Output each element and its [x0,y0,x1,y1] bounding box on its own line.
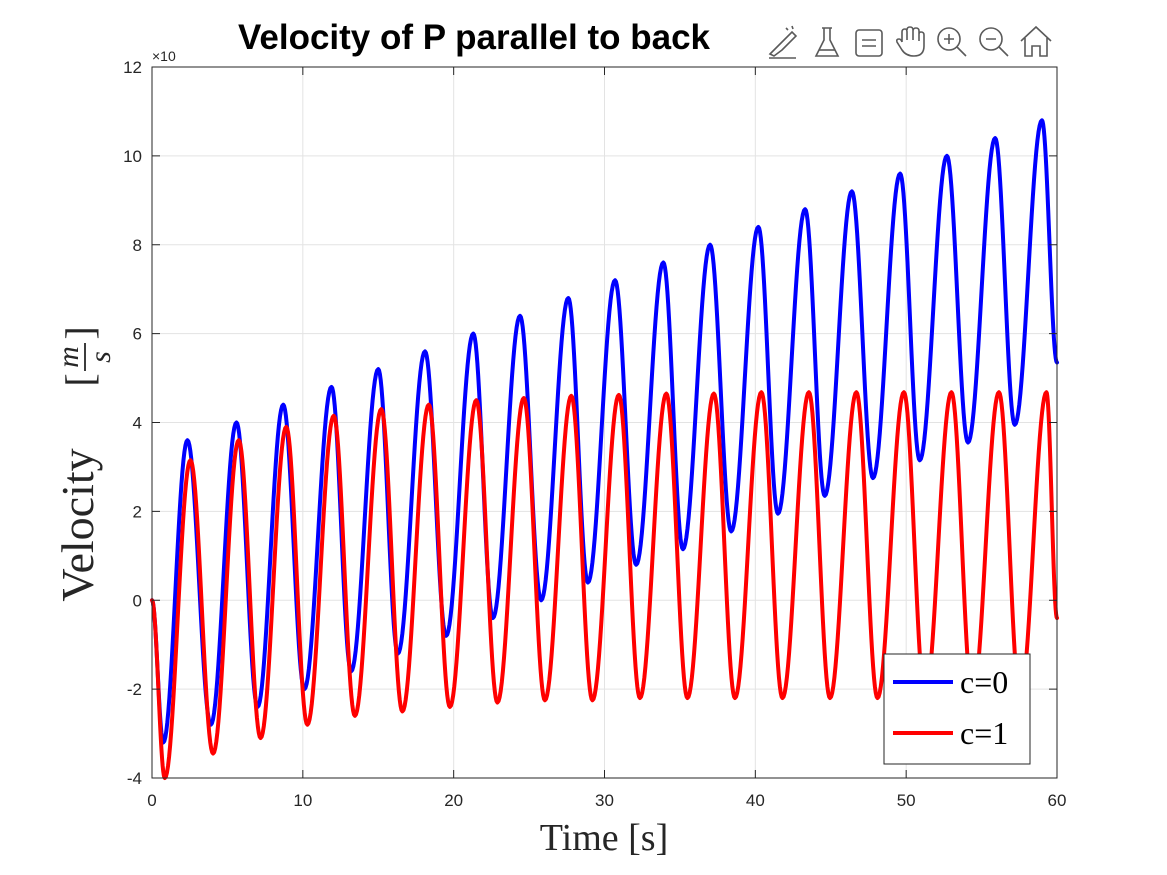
brush-pen-icon[interactable] [766,24,800,60]
y-unit-open-bracket: [ [57,373,102,386]
x-tick-label: 40 [746,791,765,810]
y-tick-label: 4 [133,414,142,433]
data-tips-icon[interactable] [810,24,844,60]
x-tick-label: 50 [897,791,916,810]
y-tick-label: 12 [123,58,142,77]
y-tick-label: 10 [123,147,142,166]
zoom-in-icon[interactable] [934,22,970,60]
chart-title: Velocity of P parallel to back [238,18,711,57]
zoom-out-icon[interactable] [976,22,1012,60]
pan-hand-icon[interactable] [894,22,928,60]
x-tick-label: 20 [444,791,463,810]
legend-label-c0: c=0 [960,664,1008,700]
x-axis-label: Time [s] [540,817,668,859]
y-axis-label-group: Velocity [ m s ] [52,326,117,601]
legend-box [883,653,1031,765]
y-tick-label: 8 [133,236,142,255]
y-unit-denominator: s [84,351,117,363]
legend-label-c1: c=1 [960,715,1008,751]
y-tick-label: -4 [127,769,142,788]
series-line-c1[interactable] [150,390,1059,780]
y-axis-label: Velocity [52,448,103,601]
axes-toolbar [766,22,1054,60]
home-icon[interactable] [1018,22,1054,60]
y-exponent-label: ×10 [152,48,176,64]
x-tick-labels: 0 10 20 30 40 50 60 [147,791,1066,810]
x-tick-label: 0 [147,791,156,810]
x-tick-label: 60 [1048,791,1067,810]
series-group [150,118,1059,780]
y-unit-close-bracket: ] [57,326,102,339]
y-tick-label: 6 [133,325,142,344]
tick-marks [151,66,1058,779]
x-tick-label: 10 [293,791,312,810]
y-tick-labels: -4 -2 0 2 4 6 8 10 12 [123,58,142,788]
legend-box-icon[interactable] [852,24,886,60]
x-tick-label: 30 [595,791,614,810]
y-tick-label: 2 [133,502,142,521]
y-unit-numerator: m [52,346,85,368]
legend[interactable]: c=0 c=1 [883,653,1031,765]
y-tick-label: 0 [133,591,142,610]
y-tick-label: -2 [127,680,142,699]
